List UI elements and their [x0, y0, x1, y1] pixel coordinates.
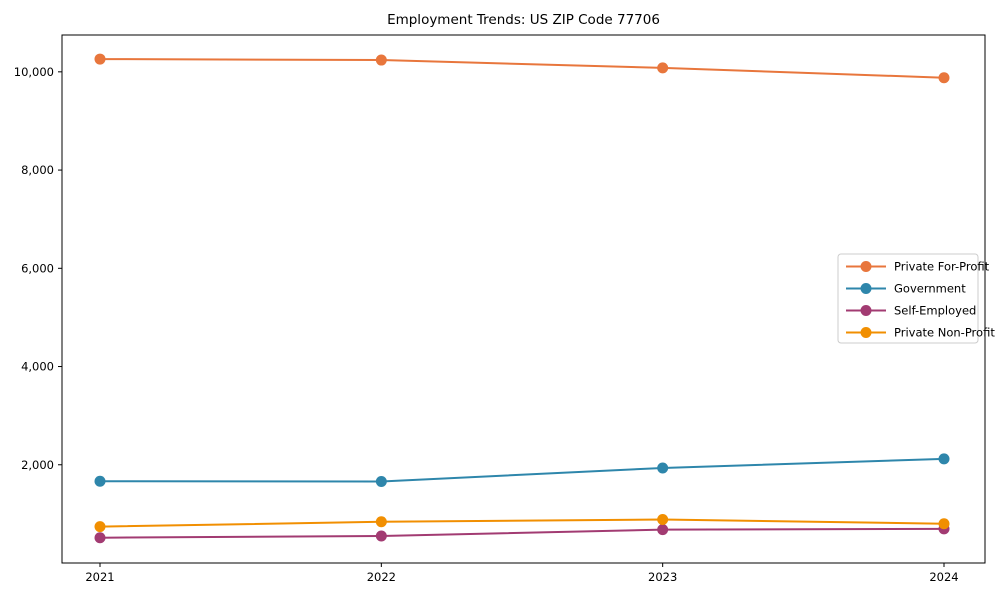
legend-label: Government	[894, 282, 966, 296]
legend-label: Private For-Profit	[894, 260, 990, 274]
data-point	[375, 516, 387, 528]
series-private-for-profit	[94, 53, 950, 84]
x-tick-label: 2021	[85, 570, 114, 584]
data-point	[657, 524, 669, 536]
series-self-employed	[94, 523, 950, 544]
data-point	[938, 72, 950, 84]
y-tick-label: 2,000	[21, 458, 54, 472]
legend-label: Self-Employed	[894, 304, 976, 318]
legend-item: Self-Employed	[846, 304, 976, 318]
x-tick-label: 2023	[648, 570, 677, 584]
data-point	[94, 53, 106, 65]
y-axis: 2,000 4,000 6,000 8,000 10,000	[14, 65, 62, 472]
data-point	[94, 521, 106, 533]
series-government	[94, 453, 950, 487]
x-axis: 2021 2022 2023 2024	[85, 563, 959, 584]
legend-item: Government	[846, 282, 966, 296]
legend-item: Private For-Profit	[846, 260, 990, 274]
legend-label: Private Non-Profit	[894, 326, 995, 340]
plot-box	[61, 34, 986, 564]
legend-marker	[860, 327, 872, 338]
data-point	[938, 518, 950, 530]
series-line	[99, 527, 945, 539]
legend-item: Private Non-Profit	[846, 326, 995, 340]
legend-box	[837, 253, 979, 344]
y-tick-label: 6,000	[21, 261, 54, 275]
legend-marker	[860, 261, 872, 272]
y-tick-label: 8,000	[21, 163, 54, 177]
data-point	[657, 62, 669, 74]
legend: Private For-Profit Government Self-Employe…	[837, 253, 995, 344]
data-point	[375, 54, 387, 66]
data-point	[657, 514, 669, 526]
y-tick-label: 10,000	[14, 65, 54, 79]
x-tick-label: 2024	[929, 570, 958, 584]
data-point	[94, 532, 106, 544]
data-point	[375, 530, 387, 542]
chart-title: Employment Trends: US ZIP Code 77706	[387, 12, 660, 28]
data-point	[375, 475, 387, 487]
y-tick-label: 4,000	[21, 360, 54, 374]
series-private-non-profit	[94, 514, 950, 533]
x-tick-label: 2022	[367, 570, 396, 584]
data-point	[938, 453, 950, 465]
series-line	[99, 58, 945, 79]
data-point	[94, 475, 106, 487]
series-line	[99, 457, 945, 483]
data-point	[657, 462, 669, 474]
legend-marker	[860, 283, 872, 294]
series-line	[99, 518, 945, 528]
legend-marker	[860, 305, 872, 316]
